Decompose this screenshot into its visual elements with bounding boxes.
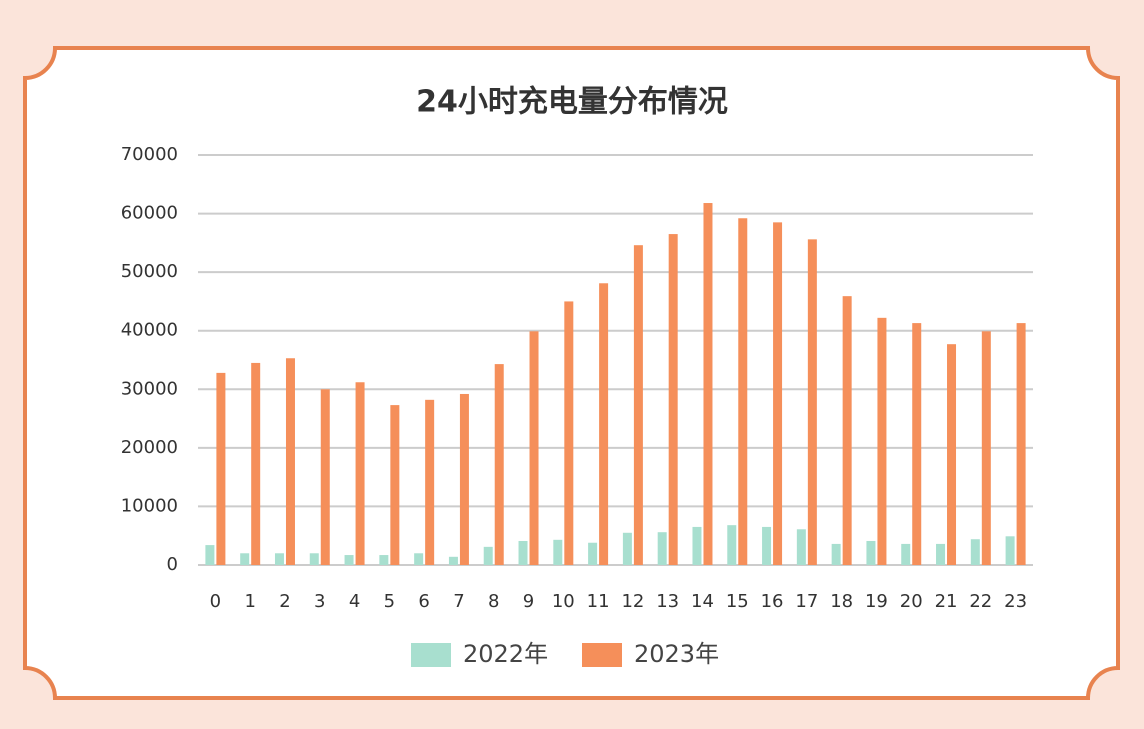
x-tick-label: 23 (1004, 591, 1027, 612)
x-tick-label: 10 (552, 591, 575, 612)
bar (390, 405, 400, 565)
bar (866, 540, 876, 565)
x-tick-label: 4 (349, 591, 360, 612)
bar (622, 532, 632, 565)
bar (494, 364, 504, 565)
bar (877, 317, 887, 565)
bar (842, 296, 852, 565)
bar (936, 543, 946, 565)
x-tick-label: 9 (523, 591, 534, 612)
bar (414, 553, 424, 565)
bar (796, 529, 806, 565)
x-tick-label: 20 (900, 591, 923, 612)
x-tick-label: 2 (279, 591, 290, 612)
bar (518, 540, 528, 565)
x-tick-label: 5 (384, 591, 395, 612)
x-tick-label: 22 (969, 591, 992, 612)
x-tick-label: 16 (761, 591, 784, 612)
bar (831, 543, 841, 565)
bar (309, 553, 319, 565)
x-tick-label: 17 (795, 591, 818, 612)
x-tick-label: 6 (418, 591, 429, 612)
x-tick-label: 14 (691, 591, 714, 612)
x-tick-label: 13 (656, 591, 679, 612)
bar (668, 234, 678, 566)
bar (251, 362, 261, 565)
y-tick-label: 0 (167, 554, 178, 575)
bar (762, 526, 772, 565)
bar (553, 539, 563, 565)
bar (692, 526, 702, 565)
bar (738, 218, 748, 565)
y-tick-label: 40000 (121, 320, 178, 341)
y-tick-label: 20000 (121, 437, 178, 458)
bar (633, 245, 643, 565)
bar (599, 283, 609, 565)
x-tick-label: 8 (488, 591, 499, 612)
bar (657, 532, 667, 565)
x-tick-label: 11 (587, 591, 610, 612)
bar (970, 539, 980, 565)
bar (274, 553, 284, 565)
x-tick-label: 3 (314, 591, 325, 612)
legend-label: 2023年 (634, 640, 719, 668)
bar (703, 203, 713, 565)
x-tick-label: 21 (935, 591, 958, 612)
bar (205, 545, 215, 565)
bar (425, 399, 435, 565)
y-tick-label: 30000 (121, 378, 178, 399)
x-tick-label: 15 (726, 591, 749, 612)
bar (807, 239, 817, 566)
bar (320, 389, 330, 565)
bar (240, 553, 250, 565)
bar (773, 222, 783, 565)
bar (981, 331, 991, 565)
bar (285, 358, 295, 565)
x-tick-label: 19 (865, 591, 888, 612)
bar (588, 542, 598, 565)
bar (1016, 323, 1026, 565)
bar (912, 323, 922, 565)
bar (529, 331, 539, 565)
bar (448, 556, 458, 565)
bar (901, 543, 911, 565)
x-tick-label: 1 (244, 591, 255, 612)
x-tick-label: 12 (621, 591, 644, 612)
bar (355, 382, 365, 565)
chart-title: 24小时充电量分布情况 (416, 85, 728, 120)
bar (564, 301, 574, 565)
bar (727, 525, 737, 565)
bar (947, 344, 957, 565)
legend-label: 2022年 (463, 640, 548, 668)
y-tick-label: 50000 (121, 261, 178, 282)
x-tick-label: 18 (830, 591, 853, 612)
bar (459, 393, 469, 565)
legend-swatch (411, 643, 451, 667)
y-tick-label: 10000 (121, 495, 178, 516)
x-tick-label: 7 (453, 591, 464, 612)
bar (344, 555, 354, 565)
x-tick-label: 0 (210, 591, 221, 612)
y-tick-label: 60000 (121, 203, 178, 224)
bar (216, 372, 226, 565)
legend-swatch (582, 643, 622, 667)
y-tick-label: 70000 (121, 144, 178, 165)
bar (483, 546, 493, 565)
bar (1005, 536, 1015, 565)
bar (379, 555, 389, 565)
